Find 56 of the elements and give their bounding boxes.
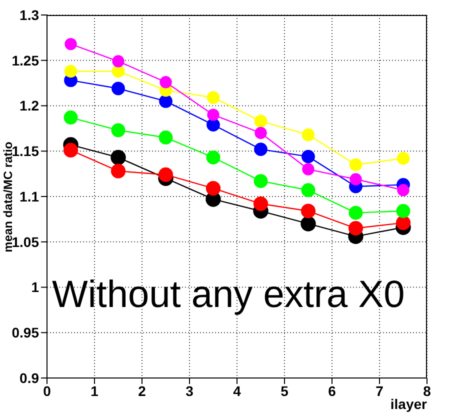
point [63,142,78,158]
x-tick-label: 2 [138,382,146,399]
point [396,152,410,165]
point [110,150,126,166]
point [254,114,268,128]
point [112,82,125,96]
point [254,126,267,140]
y-tick-label: 1.1 [20,188,40,204]
point [396,216,411,230]
point [349,158,362,172]
y-tick-label: 0.9 [20,370,40,386]
y-tick-label: 0.95 [12,324,40,341]
point [302,150,315,164]
point [206,181,221,196]
point [254,174,268,188]
point [348,220,364,236]
x-tick-label: 5 [280,382,289,399]
point [206,91,220,104]
point [64,38,77,50]
point [111,123,126,138]
y-tick-label: 1.3 [20,6,40,23]
point [110,164,126,178]
point [158,130,173,145]
point [64,64,78,78]
point [254,142,268,156]
point [64,110,78,125]
y-tick-label: 1.15 [12,143,40,160]
x-tick-label: 8 [423,382,432,399]
point [397,184,410,196]
y-tick-label: 1 [31,279,40,296]
x-tick-label: 3 [186,382,194,399]
x-tick-label: 4 [233,382,242,399]
point [112,55,124,68]
point [302,128,315,142]
point [300,216,316,232]
point [348,206,363,220]
y-tick-label: 1.05 [12,234,40,250]
y-tick-label: 1.25 [12,52,40,68]
x-tick-label: 1 [90,382,99,399]
point [159,94,172,108]
point [301,183,316,198]
point [396,204,410,218]
annotation: Without any extra X0 [52,274,405,317]
point [300,204,316,218]
point [158,167,174,182]
point [207,108,220,121]
x-axis-title: ilayer [390,396,427,412]
x-tick-label: 7 [376,382,384,399]
point [302,163,314,176]
point [253,196,268,212]
point [206,150,220,164]
point [160,76,172,88]
point [350,173,362,186]
y-tick-label: 1.2 [20,98,40,114]
x-tick-label: 6 [328,382,336,399]
x-tick-label: 0 [43,382,52,399]
